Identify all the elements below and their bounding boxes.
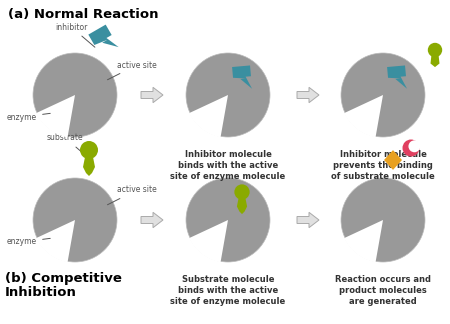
Text: enzyme: enzyme <box>7 112 50 122</box>
Circle shape <box>402 140 419 156</box>
Wedge shape <box>344 220 383 262</box>
Text: inhibitor: inhibitor <box>55 22 95 47</box>
Polygon shape <box>232 65 252 89</box>
Circle shape <box>80 141 98 159</box>
Polygon shape <box>83 157 95 176</box>
Polygon shape <box>387 65 407 89</box>
Circle shape <box>409 140 420 152</box>
Circle shape <box>186 53 270 137</box>
Wedge shape <box>36 220 75 262</box>
Text: Inhibitor molecule
prevents the binding
of substrate molecule: Inhibitor molecule prevents the binding … <box>331 150 435 181</box>
Text: (a) Normal Reaction: (a) Normal Reaction <box>8 8 158 21</box>
Polygon shape <box>297 87 319 103</box>
Polygon shape <box>88 25 119 47</box>
Circle shape <box>33 178 117 262</box>
Text: Substrate molecule
binds with the active
site of enzyme molecule: Substrate molecule binds with the active… <box>171 275 286 306</box>
Text: Reaction occurs and
product molecules
are generated: Reaction occurs and product molecules ar… <box>335 275 431 306</box>
Wedge shape <box>36 95 75 137</box>
Circle shape <box>186 178 270 262</box>
Polygon shape <box>297 212 319 228</box>
Text: active site: active site <box>108 61 157 80</box>
Wedge shape <box>189 220 228 262</box>
Polygon shape <box>141 212 163 228</box>
Text: enzyme: enzyme <box>7 237 50 247</box>
Circle shape <box>341 53 425 137</box>
Text: Inhibitor molecule
binds with the active
site of enzyme molecule: Inhibitor molecule binds with the active… <box>171 150 286 181</box>
Wedge shape <box>189 95 228 137</box>
Text: (b) Competitive
Inhibition: (b) Competitive Inhibition <box>5 272 122 299</box>
Text: active site: active site <box>108 186 157 205</box>
Wedge shape <box>344 95 383 137</box>
Polygon shape <box>431 55 440 67</box>
Polygon shape <box>237 198 247 214</box>
Circle shape <box>341 178 425 262</box>
Polygon shape <box>141 87 163 103</box>
Circle shape <box>33 53 117 137</box>
Text: substrate: substrate <box>47 133 89 158</box>
Circle shape <box>234 184 250 200</box>
Circle shape <box>428 43 442 57</box>
Polygon shape <box>384 150 402 170</box>
